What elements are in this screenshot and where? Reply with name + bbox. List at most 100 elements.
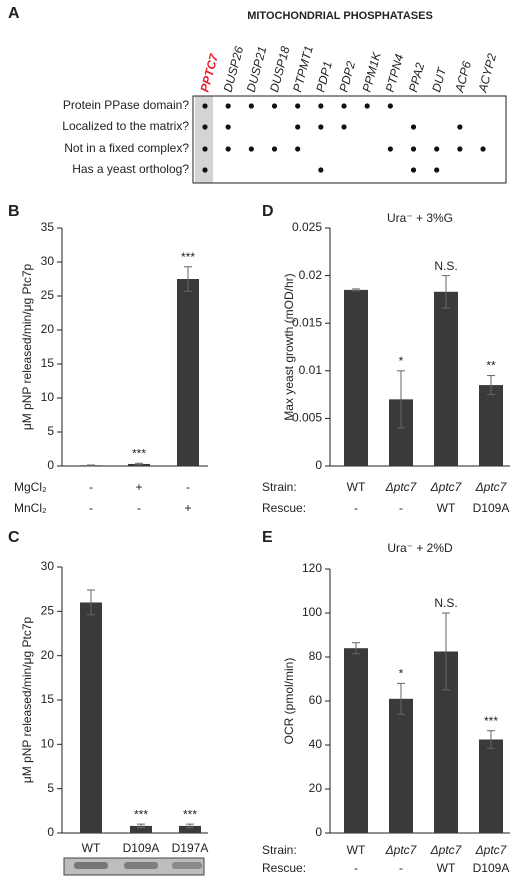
y-tick-label: 60 (309, 693, 323, 707)
x-tick-label: WT (82, 841, 101, 855)
dot (457, 124, 463, 130)
panel-letter: C (8, 529, 20, 546)
dot (225, 124, 231, 130)
dot (318, 124, 324, 130)
y-tick-label: 20 (41, 648, 55, 662)
highlight-column (195, 96, 213, 183)
y-tick-label: 0.02 (299, 268, 323, 282)
dot (295, 103, 301, 109)
gel (63, 857, 205, 876)
dot (295, 124, 301, 130)
chart-title: Ura⁻ + 3%G (387, 211, 453, 225)
bar (479, 739, 503, 833)
y-tick-label: 20 (41, 322, 55, 336)
y-tick-label: 5 (47, 424, 54, 438)
dot (295, 146, 301, 152)
panel-title: MITOCHONDRIAL PHOSPHATASES (247, 10, 433, 22)
column-header: PPTC7 (197, 51, 221, 93)
dot (410, 146, 417, 152)
category-value: WT (437, 501, 456, 515)
row-label: Has a yeast ortholog? (72, 162, 189, 176)
y-tick-label: 0.015 (292, 315, 322, 329)
dot (318, 167, 324, 173)
y-tick-label: 30 (41, 559, 55, 573)
category-value: - (137, 501, 141, 515)
category-value: Δptc7 (385, 480, 418, 494)
y-tick-label: 10 (41, 737, 55, 751)
category-value: D109A (473, 861, 510, 875)
dot (457, 146, 463, 152)
category-value: WT (347, 480, 366, 494)
y-tick-label: 0 (47, 458, 54, 472)
y-tick-label: 15 (41, 692, 55, 706)
column-header: DUT (429, 65, 449, 94)
panel-letter: B (8, 203, 20, 220)
dot (202, 124, 208, 130)
y-tick-label: 80 (309, 649, 323, 663)
dot (410, 167, 417, 173)
bar (479, 385, 503, 466)
dot (225, 146, 231, 152)
column-header: ACYP2 (475, 52, 499, 95)
category-value: - (354, 501, 358, 515)
matrix-box (192, 95, 507, 184)
significance-label: *** (484, 714, 498, 728)
y-tick-label: 100 (302, 605, 322, 619)
column-header: DUSP18 (267, 45, 293, 94)
gel-band (172, 862, 202, 869)
y-tick-label: 0.01 (299, 363, 323, 377)
dot (248, 103, 254, 109)
column-header: PDP2 (336, 59, 358, 93)
y-tick-label: 0 (315, 458, 322, 472)
dot (271, 146, 278, 152)
dot (202, 146, 208, 152)
bar (389, 698, 413, 833)
panel-letter: D (262, 203, 274, 220)
column-header: DUSP21 (244, 45, 270, 94)
dot (364, 103, 370, 109)
column-header: PTPMT1 (290, 44, 316, 93)
y-tick-label: 0.025 (292, 220, 322, 234)
row-label: Localized to the matrix? (62, 119, 189, 133)
category-value: - (354, 861, 358, 875)
category-value: + (184, 501, 191, 515)
y-tick-label: 35 (41, 220, 55, 234)
category-value: D109A (473, 501, 510, 515)
significance-label: *** (181, 250, 195, 264)
category-value: Δptc7 (475, 843, 508, 857)
significance-label: N.S. (434, 259, 457, 273)
x-tick-label: D197A (172, 841, 209, 855)
category-row-label: Strain: (262, 843, 297, 857)
y-axis-label: μM pNP released/min/μg Ptc7p (20, 264, 34, 431)
dot (202, 167, 208, 173)
y-axis-label: OCR (pmol/min) (282, 658, 296, 745)
dot (387, 146, 393, 152)
significance-label: *** (134, 807, 148, 821)
dot (341, 124, 347, 130)
significance-label: *** (183, 807, 197, 821)
dot (480, 146, 486, 152)
category-value: WT (347, 843, 366, 857)
category-value: Δptc7 (475, 480, 508, 494)
gel-band (74, 862, 108, 869)
category-value: - (399, 861, 403, 875)
significance-label: * (399, 667, 404, 681)
category-row-label: Rescue: (262, 501, 306, 515)
y-axis-label: μM pNP released/min/μg Ptc7p (20, 617, 34, 784)
row-label: Not in a fixed complex? (64, 141, 189, 155)
y-tick-label: 25 (41, 604, 55, 618)
column-header: PDP1 (313, 60, 335, 94)
category-value: Δptc7 (430, 843, 463, 857)
y-tick-label: 5 (47, 781, 54, 795)
y-tick-label: 120 (302, 561, 322, 575)
dot (318, 103, 324, 109)
category-value: - (186, 480, 190, 494)
dot (225, 103, 231, 109)
category-value: - (399, 501, 403, 515)
y-tick-label: 0.005 (292, 411, 322, 425)
dot (387, 103, 393, 109)
dot (434, 146, 440, 152)
bar (344, 648, 368, 833)
y-tick-label: 40 (309, 737, 323, 751)
